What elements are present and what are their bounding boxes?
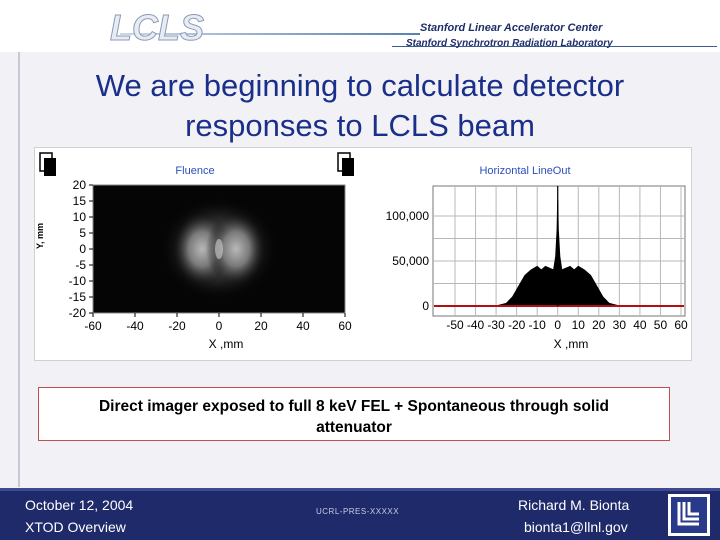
header-rule-top (120, 33, 420, 35)
heatmap-x-tick-label: 20 (254, 319, 268, 333)
lineout-x-tick-label: -40 (467, 318, 485, 332)
lineout-x-tick-label: 10 (572, 318, 586, 332)
copy-icon-right[interactable] (337, 152, 354, 176)
heatmap-y-ticks: 20 15 10 5 0 -5 -10 -15 -20 (69, 178, 93, 320)
footer-talk-title: XTOD Overview (25, 519, 126, 535)
lineout-x-tick-label: 0 (554, 318, 561, 332)
lineout-xlabel: X ,mm (554, 337, 589, 351)
caption: Direct imager exposed to full 8 keV FEL … (47, 396, 661, 438)
footer-date: October 12, 2004 (25, 497, 134, 513)
heatmap-core (215, 239, 223, 259)
lineout-x-tick-label: 60 (674, 318, 688, 332)
heatmap-y-tick-label: 15 (73, 194, 87, 208)
llnl-logo (668, 494, 710, 536)
slide-title: We are beginning to calculate detector r… (40, 66, 680, 146)
heatmap-x-tick-label: 40 (296, 319, 310, 333)
lineout-x-tick-label: -20 (508, 318, 526, 332)
heatmap-xlabel: X ,mm (209, 337, 244, 351)
org-name-ssrl: Stanford Synchrotron Radiation Laborator… (406, 38, 613, 49)
lineout-title: Horizontal LineOut (479, 165, 570, 177)
caption-box: Direct imager exposed to full 8 keV FEL … (38, 387, 670, 441)
lineout-x-ticks: -50 -40 -30 -20 -10 0 10 20 30 40 50 60 (446, 318, 688, 332)
lineout-series (434, 186, 684, 307)
heatmap-x-tick-label: -40 (126, 319, 144, 333)
heatmap-x-tick-label: 60 (338, 319, 352, 333)
heatmap-y-tick-label: -20 (69, 306, 87, 320)
footer-doc-code: UCRL-PRES-XXXXX (316, 507, 400, 516)
heatmap-x-ticks: -60 -40 -20 0 20 40 60 (84, 313, 352, 333)
footer-email[interactable]: bionta1@llnl.gov (524, 519, 628, 535)
lineout-x-tick-label: 50 (654, 318, 668, 332)
lineout-x-tick-label: 30 (613, 318, 627, 332)
lineout-y-ticks: 0 50,000 100,000 (386, 209, 430, 313)
header-band (0, 0, 720, 52)
left-rule (18, 52, 20, 487)
slide-title-line1: We are beginning to calculate detector (95, 68, 625, 103)
heatmap-glow-right (206, 211, 266, 287)
org-name-slac: Stanford Linear Accelerator Center (420, 22, 603, 34)
heatmap-ylabel: Y, mm (35, 223, 45, 249)
figure-panel: Fluence Y, mm -60 -40 -20 0 20 40 60 20 15 10 5 0-… (34, 147, 692, 361)
footer-author: Richard M. Bionta (518, 497, 630, 513)
figure-svg: Fluence Y, mm -60 -40 -20 0 20 40 60 20151050-… (35, 152, 688, 351)
lineout-x-tick-label: -10 (529, 318, 547, 332)
caption-line1: Direct imager exposed to full 8 keV FEL … (98, 398, 609, 415)
lcls-logo: LCLS (110, 7, 205, 49)
lineout-y-tick-label: 50,000 (392, 254, 429, 268)
lineout-y-tick-label: 100,000 (386, 209, 430, 223)
heatmap-y-tick-label: 5 (79, 226, 86, 240)
heatmap-y-tick-label: 10 (73, 210, 87, 224)
heatmap-y-tick-label: 0 (79, 242, 86, 256)
caption-line2: attenuator (316, 419, 392, 436)
lineout-x-tick-label: -30 (487, 318, 505, 332)
footer-bar: October 12, 2004 XTOD Overview UCRL-PRES… (0, 488, 720, 540)
heatmap-y-tick-label: 20 (73, 178, 87, 192)
heatmap-plot (92, 184, 346, 314)
lcls-logo-text: LCLS (110, 7, 204, 48)
header-rule-bottom (392, 46, 717, 47)
heatmap-y-tick-label: -15 (69, 290, 87, 304)
lineout-grid (433, 186, 685, 316)
lineout-x-tick-label: -50 (446, 318, 464, 332)
heatmap-x-tick-label: -60 (84, 319, 102, 333)
heatmap-title: Fluence (175, 165, 214, 177)
heatmap-x-tick-label: -20 (168, 319, 186, 333)
lineout-x-tick-label: 20 (592, 318, 606, 332)
slide-title-line2: responses to LCLS beam (185, 108, 535, 143)
copy-icon-left[interactable] (39, 152, 56, 176)
heatmap-x-tick-label: 0 (216, 319, 223, 333)
heatmap-y-tick-label: -5 (75, 258, 86, 272)
heatmap-y-tick-label: -10 (69, 274, 87, 288)
lineout-y-tick-label: 0 (422, 299, 429, 313)
lineout-x-tick-label: 40 (633, 318, 647, 332)
footer-highlight (0, 488, 720, 491)
